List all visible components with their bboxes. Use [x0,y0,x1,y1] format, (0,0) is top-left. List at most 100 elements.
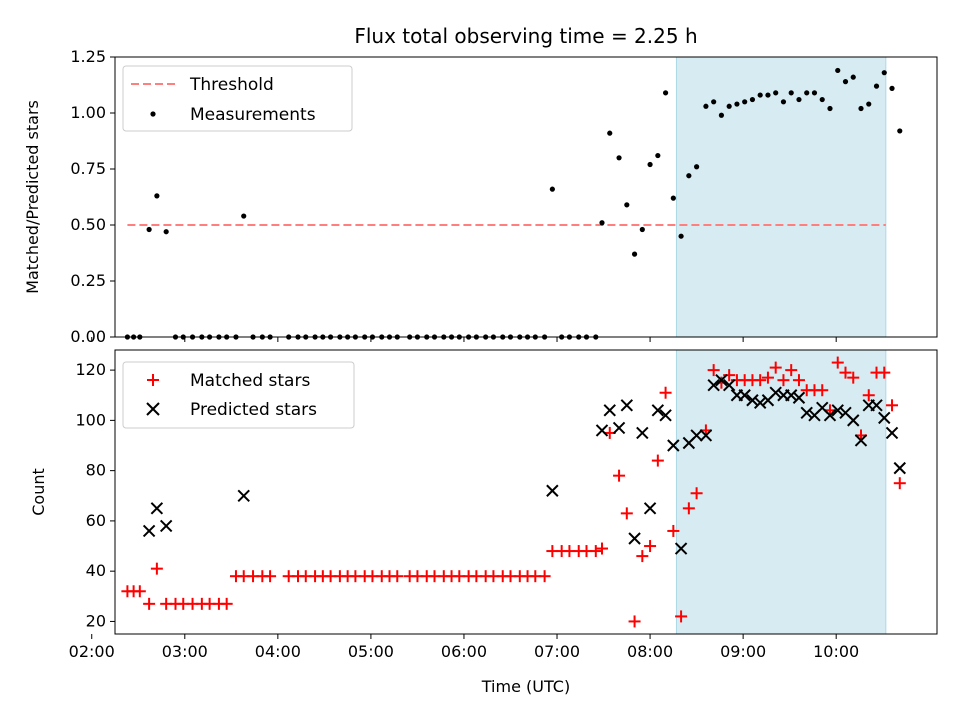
matched-star-point [220,597,233,610]
predicted-star-point [738,389,751,402]
x-tick-label: 03:00 [162,642,208,661]
top-y-tick-label: 0.75 [70,159,106,178]
measurement-point [154,193,160,199]
measurement-point [624,202,630,208]
measurement-point [647,161,653,168]
x-tick-label: 05:00 [348,642,394,661]
measurement-point [639,226,645,233]
matched-star-point [839,366,852,379]
measurement-point [866,101,872,107]
predicted-star-point [707,378,720,392]
matched-star-point [682,502,695,515]
x-tick-label: 08:00 [627,642,673,661]
matched-star-point [391,570,404,583]
measurement-point [819,96,825,103]
matched-star-point [816,384,829,397]
measurement-point [749,96,756,103]
predicted-star-point [603,404,616,417]
measurement-point [686,173,692,179]
legend-threshold-label: Threshold [189,75,274,95]
measurement-point [616,155,622,161]
predicted-star-point [150,502,164,515]
bottom-y-tick-label: 120 [75,360,106,379]
top-y-tick-label: 0.25 [70,271,106,290]
legend-measurements-swatch [150,111,156,117]
predicted-star-point [659,409,672,422]
measurement-point [670,195,676,201]
predicted-star-point [620,399,634,412]
predicted-star-point [651,404,665,417]
matched-star-point [675,610,688,623]
matched-star-point [150,562,163,575]
matched-star-point [538,570,551,583]
predicted-star-point [643,502,657,515]
top-y-tick-label: 0.50 [70,215,106,234]
x-tick-label: 04:00 [255,642,301,661]
measurement-point [662,90,669,96]
predicted-star-point [546,484,559,497]
legend-matched-swatch [147,374,159,386]
predicted-star-point [699,429,713,442]
measurement-point [241,213,247,219]
top-shaded-span [675,56,887,338]
predicted-star-point [636,426,649,440]
measurement-point [827,105,833,112]
predicted-star-point [800,406,813,420]
matched-star-point [862,389,875,402]
top-y-tick-label: 0.00 [70,327,106,346]
measurement-point [599,220,605,226]
bottom-y-tick-label: 40 [86,561,106,580]
measurement-point [765,92,771,98]
matched-star-point [754,374,767,387]
measurement-point [773,90,779,96]
predicted-star-point [870,399,883,412]
predicted-star-point [595,424,609,437]
bottom-y-tick-label: 20 [86,611,106,630]
top-legend: Threshold Measurements [122,65,353,132]
predicted-star-point [785,389,798,402]
matched-star-point [620,507,633,520]
matched-star-point [831,356,844,369]
bottom-y-tick-label: 100 [75,410,106,429]
matched-star-point [886,399,899,412]
predicted-star-point [823,409,837,422]
bottom-y-axis-label: Count [29,468,48,516]
top-panel: 0.00 0.25 0.50 0.75 1.00 1.25 Flux total obse… [23,24,938,346]
matched-star-point [777,374,790,387]
x-tick-label: 09:00 [720,642,766,661]
matched-star-point [792,374,805,387]
measurement-point [678,233,684,239]
bottom-axes-frame [114,349,938,635]
measurement-point [694,164,700,170]
measurement-point [788,90,794,96]
measurement-point [726,103,732,109]
bottom-panel: 20 40 60 80 100 120 02:00 03:00 04:00 05:00 06:00 0… [29,349,938,696]
count-points [121,356,906,628]
predicted-star-point [674,542,688,555]
measurement-point [703,103,709,109]
bottom-axis-ticks: 20 40 60 80 100 120 02:00 03:00 04:00 05:00 06:00 0… [69,360,860,661]
measurement-point [711,99,717,105]
matched-star-point [761,371,774,384]
x-tick-label: 06:00 [441,642,487,661]
measurement-point [734,101,740,107]
measurement-point [163,229,169,235]
chart-title: Flux total observing time = 2.25 h [354,24,697,48]
legend-measurements-label: Measurements [190,105,316,125]
predicted-star-point [878,411,891,425]
measurement-point [655,152,661,159]
predicted-star-point [885,426,899,440]
matched-star-point [651,454,664,467]
legend-predicted-label: Predicted stars [190,400,317,420]
top-y-axis-label: Matched/Predicted stars [23,100,42,294]
matched-star-point [707,364,720,377]
matched-star-point [659,386,672,399]
measurement-point [811,90,818,96]
matched-star-point [690,487,703,500]
measurement-point [796,96,802,103]
matched-star-point [644,540,657,553]
measurement-point [718,112,725,118]
measurement-point [631,251,638,257]
top-axis-ticks: 0.00 0.25 0.50 0.75 1.00 1.25 [70,47,837,346]
